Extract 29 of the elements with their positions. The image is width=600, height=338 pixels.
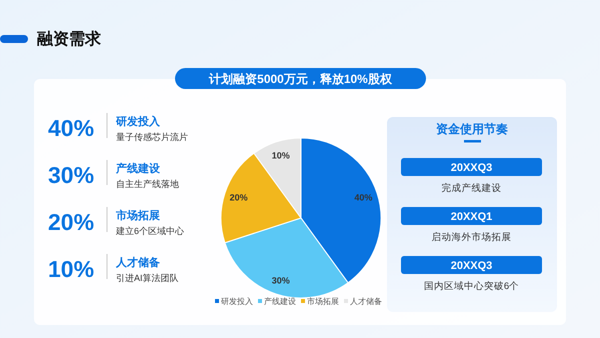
text: 20%: [48, 209, 94, 235]
text: 20XXQ3: [450, 162, 492, 174]
legend-label: 研发投入: [221, 297, 253, 306]
text: 融资需求: [37, 30, 102, 48]
text: 人才储备: [115, 256, 160, 269]
data-label: 30%: [272, 275, 290, 286]
text: 40%: [48, 115, 94, 141]
data-label: 20%: [230, 192, 248, 203]
text: 30%: [48, 162, 94, 188]
text: 20XXQ1: [450, 211, 492, 223]
text: 市场拓展: [115, 209, 160, 222]
text: 引进AI算法团队: [116, 273, 179, 283]
chart-subtitle: 计划融资5000万元，释放10%股权: [208, 72, 393, 86]
text: 研发投入: [115, 115, 161, 128]
text: 量子传感芯片流片: [116, 132, 188, 142]
text: 建立6个区域中心: [115, 226, 184, 236]
text: 产线建设: [115, 162, 161, 175]
legend-label: 人才储备: [350, 297, 382, 306]
text: 完成产线建设: [442, 182, 502, 194]
data-label: 40%: [354, 192, 372, 203]
legend-label: 市场拓展: [307, 297, 339, 306]
text: 启动海外市场拓展: [432, 231, 512, 243]
text: 10%: [48, 256, 94, 282]
data-label: 10%: [272, 150, 290, 161]
text: 20XXQ3: [450, 260, 492, 272]
text: 国内区域中心突破6个: [424, 280, 520, 292]
legend-label: 产线建设: [264, 297, 296, 306]
text: 自主生产线落地: [116, 179, 179, 189]
text: 资金使用节奏: [436, 122, 508, 136]
